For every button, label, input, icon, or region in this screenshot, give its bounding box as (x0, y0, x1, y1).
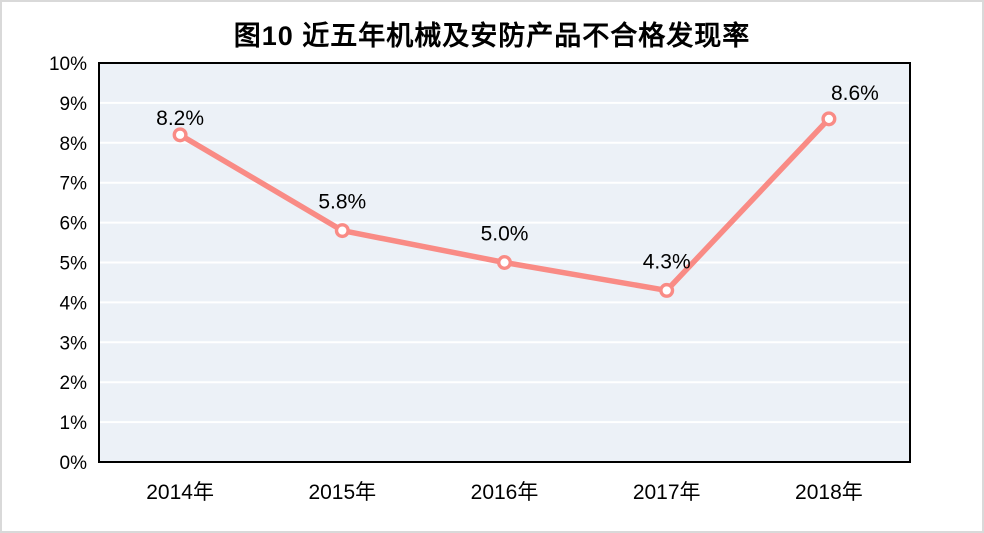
data-point-marker (659, 282, 675, 298)
data-point-marker (172, 127, 188, 143)
x-axis-tick-label: 2016年 (471, 481, 539, 504)
y-axis-tick-label: 5% (60, 254, 88, 275)
chart-title: 图10 近五年机械及安防产品不合格发现率 (233, 21, 751, 51)
y-axis-tick-label: 1% (60, 413, 88, 434)
y-axis-tick-label: 6% (60, 214, 88, 235)
y-axis-tick-label: 4% (60, 293, 88, 314)
y-axis-tick-label: 2% (60, 373, 88, 394)
x-axis-tick-label: 2015年 (308, 481, 376, 504)
x-axis-tick-label: 2017年 (633, 481, 701, 504)
y-axis-tick-label: 7% (60, 174, 88, 195)
data-label: 5.0% (481, 223, 529, 246)
data-point-marker (497, 254, 513, 270)
x-axis-tick-label: 2018年 (795, 481, 863, 504)
plot-border (98, 62, 911, 463)
y-axis-tick-label: 8% (60, 134, 88, 155)
y-axis-tick-label: 10% (49, 54, 87, 75)
x-axis-tick-label: 2014年 (146, 481, 214, 504)
data-label: 5.8% (318, 191, 366, 214)
y-axis-tick-label: 3% (60, 333, 88, 354)
data-point-marker (334, 223, 350, 239)
y-axis-tick-label: 0% (60, 453, 88, 474)
data-label: 8.6% (831, 82, 879, 105)
data-label: 4.3% (643, 250, 691, 273)
data-point-marker (821, 111, 837, 127)
y-axis-tick-label: 9% (60, 94, 88, 115)
data-label: 8.2% (156, 107, 204, 130)
